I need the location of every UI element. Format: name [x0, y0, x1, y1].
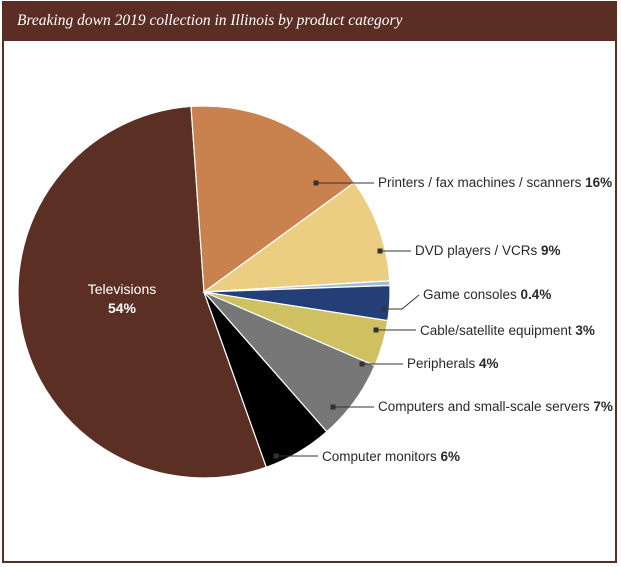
chart-title: Breaking down 2019 collection in Illinoi… [17, 12, 403, 29]
slice-callout-label: Peripherals 4% [407, 356, 499, 371]
slice-callout-label: Computer monitors 6% [322, 449, 460, 464]
slice-callout-label: Computers and small-scale servers 7% [378, 399, 613, 414]
slice-callout-label: Game consoles 0.4% [423, 287, 551, 302]
chart-header: Breaking down 2019 collection in Illinoi… [4, 3, 615, 41]
pie-slice-printers-fax-machines-scanners [190, 105, 356, 294]
pie-chart: Televisions 54% Printers / fax machines / … [17, 105, 613, 479]
pie-slice-televisions [17, 105, 268, 479]
pie-slice-dvd-players-vcrs [201, 181, 391, 293]
slice-callout-label: Cable/satellite equipment 3% [420, 323, 595, 338]
slice-callout-label: DVD players / VCRs 9% [415, 243, 561, 258]
leader-line [384, 294, 420, 310]
slice-label: Televisions [88, 281, 156, 297]
slice-percent: 54% [108, 300, 137, 316]
slice-callout-label: Printers / fax machines / scanners 16% [378, 175, 612, 190]
pie-slice-computer-monitors [203, 291, 328, 469]
